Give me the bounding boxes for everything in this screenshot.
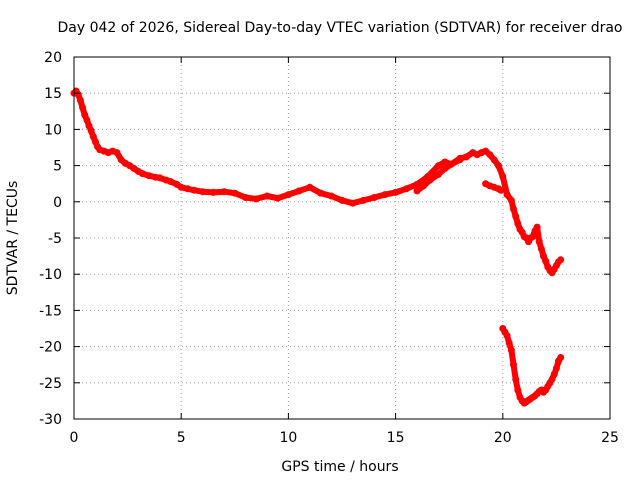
data-point: [456, 156, 464, 164]
data-point: [535, 238, 543, 246]
y-tick-label: -15: [39, 303, 62, 319]
data-point: [557, 256, 565, 264]
x-tick-label: 25: [601, 430, 619, 446]
y-tick-label: -30: [39, 412, 62, 428]
data-point: [552, 364, 560, 372]
data-point: [359, 196, 367, 204]
data-point: [503, 332, 511, 340]
data-point: [83, 116, 91, 124]
data-point: [529, 233, 537, 241]
data-point: [550, 370, 558, 378]
data-point: [231, 189, 239, 197]
data-point: [184, 185, 192, 193]
x-tick-label: 15: [387, 430, 405, 446]
data-point: [462, 153, 470, 161]
x-tick-label: 10: [279, 430, 297, 446]
data-point: [220, 188, 228, 196]
data-point: [441, 165, 449, 172]
x-tick-label: 5: [177, 430, 186, 446]
data-point: [199, 188, 207, 196]
data-point: [242, 194, 249, 201]
y-tick-label: 5: [53, 159, 62, 175]
data-point: [370, 194, 378, 201]
data-point: [486, 151, 494, 159]
y-tick-label: 0: [53, 195, 62, 211]
y-tick-label: 15: [44, 86, 62, 102]
data-point: [306, 183, 314, 191]
y-tick-label: -25: [39, 376, 62, 392]
data-point: [317, 189, 325, 197]
y-tick-label: 10: [44, 122, 62, 138]
data-point: [514, 220, 522, 227]
data-point: [113, 149, 121, 157]
data-point: [79, 104, 87, 112]
data-point: [499, 173, 507, 180]
data-point: [512, 375, 520, 383]
data-point: [503, 191, 511, 199]
data-point: [512, 212, 520, 220]
data-point: [167, 178, 174, 185]
data-point: [514, 386, 522, 394]
data-point: [392, 188, 400, 196]
data-point: [510, 205, 517, 213]
data-point: [507, 346, 515, 354]
x-tick-label: 0: [70, 430, 79, 446]
data-point: [87, 127, 95, 135]
data-point: [139, 170, 147, 178]
data-point: [284, 191, 292, 199]
data-point: [145, 172, 153, 180]
data-point: [447, 160, 455, 168]
data-point: [557, 354, 565, 361]
data-point: [537, 245, 545, 253]
data-point: [495, 162, 502, 170]
data-point: [76, 96, 84, 104]
y-tick-label: 20: [44, 50, 62, 66]
data-point: [252, 195, 260, 203]
y-tick-label: -20: [39, 340, 62, 356]
x-tick-label: 20: [494, 430, 512, 446]
data-point: [156, 174, 164, 182]
data-point: [490, 156, 498, 164]
data-point: [177, 183, 185, 191]
x-axis-title: GPS time / hours: [281, 459, 398, 475]
data-point: [263, 192, 271, 200]
data-point: [507, 196, 515, 204]
data-point: [420, 182, 427, 190]
y-axis-title: SDTVAR / TECUs: [5, 181, 21, 296]
data-point: [426, 176, 434, 184]
data-point: [542, 257, 550, 265]
data-point: [413, 187, 421, 195]
data-point: [190, 186, 198, 194]
data-point: [209, 188, 217, 196]
y-tick-label: -10: [39, 267, 62, 283]
data-point: [295, 187, 303, 195]
data-point: [505, 339, 513, 347]
data-point: [381, 191, 389, 199]
y-tick-label: -5: [48, 231, 62, 247]
data-point: [435, 170, 442, 178]
tick-layer: 0 5 10 15 20 25 20 15 10 5 0 -5 -10 -15 -20 -25 -30: [39, 50, 619, 446]
data-point: [327, 192, 335, 200]
data-point: [497, 186, 505, 194]
data-point: [510, 361, 517, 369]
data-point: [402, 185, 410, 193]
data-point: [338, 196, 346, 204]
series-layer: [70, 87, 565, 407]
data-point: [349, 199, 357, 207]
chart-title: Day 042 of 2026, Sidereal Day-to-day VTE…: [57, 20, 622, 36]
data-point: [274, 194, 282, 202]
data-point: [533, 223, 541, 231]
data-point: [435, 162, 442, 170]
